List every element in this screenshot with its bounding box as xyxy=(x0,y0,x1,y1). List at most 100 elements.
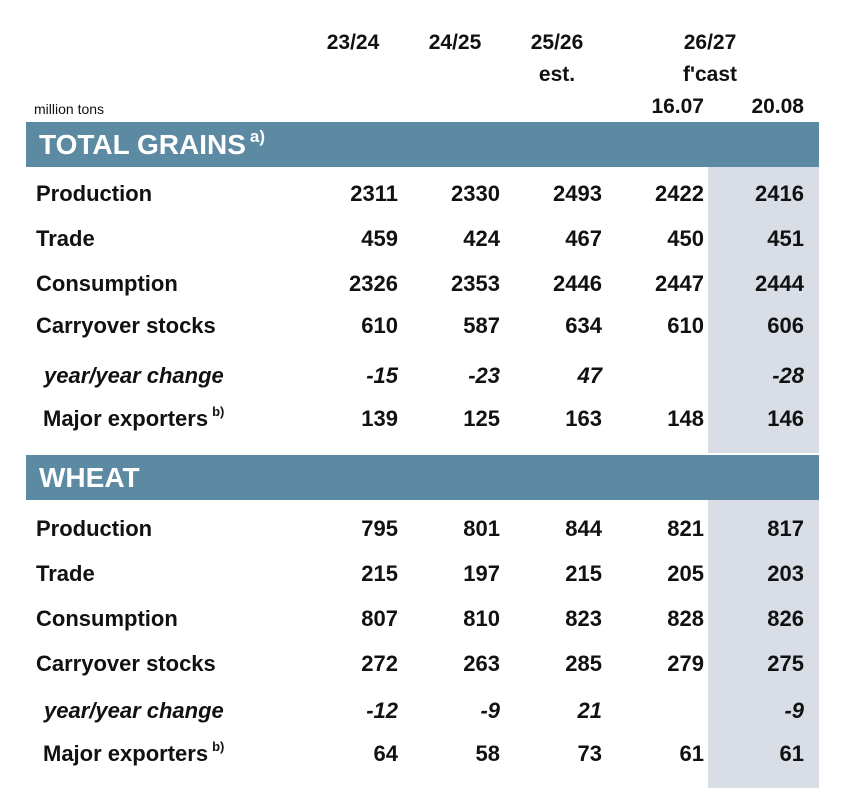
row-label: Consumption xyxy=(36,606,178,631)
table-row: year/year change -12 -9 21 -9 xyxy=(0,698,847,730)
cell: -9 xyxy=(480,698,500,723)
cell: 148 xyxy=(667,406,704,431)
col-header-2008: 20.08 xyxy=(751,95,804,118)
cell: -15 xyxy=(366,363,398,388)
row-label: year/year change xyxy=(44,698,224,723)
cell: 2330 xyxy=(451,181,500,206)
cell: 275 xyxy=(767,651,804,676)
row-label: Major exporters b) xyxy=(43,404,225,432)
section-title: WHEAT xyxy=(39,462,140,493)
row-label: Trade xyxy=(36,561,95,586)
cell: 844 xyxy=(565,516,602,541)
cell: 2493 xyxy=(553,181,602,206)
table-row: Carryover stocks 272 263 285 279 275 xyxy=(0,651,847,683)
col-header-fcast: f'cast xyxy=(682,63,738,86)
highlight-column-grains xyxy=(708,167,819,453)
highlight-column-wheat xyxy=(708,500,819,788)
section-header-total-grains: TOTAL GRAINS a) xyxy=(26,122,819,167)
cell: 610 xyxy=(361,313,398,338)
cell: 424 xyxy=(463,226,500,251)
cell: 801 xyxy=(463,516,500,541)
table-row: Production 2311 2330 2493 2422 2416 xyxy=(0,181,847,213)
cell: 146 xyxy=(767,406,804,431)
cell: 197 xyxy=(463,561,500,586)
cell: 826 xyxy=(767,606,804,631)
cell: 2353 xyxy=(451,271,500,296)
cell: 61 xyxy=(779,741,804,766)
cell: 215 xyxy=(565,561,602,586)
table-row: Carryover stocks 610 587 634 610 606 xyxy=(0,313,847,345)
cell: 58 xyxy=(475,741,500,766)
cell: 73 xyxy=(577,741,602,766)
row-label: Carryover stocks xyxy=(36,651,216,676)
cell: 163 xyxy=(565,406,602,431)
section-header-wheat: WHEAT xyxy=(26,455,819,500)
cell: 2416 xyxy=(755,181,804,206)
cell: 61 xyxy=(679,741,704,766)
row-label-text: Major exporters xyxy=(43,741,209,766)
row-label: Production xyxy=(36,516,153,541)
table-row: Consumption 2326 2353 2446 2447 2444 xyxy=(0,271,847,303)
cell: 2311 xyxy=(350,181,398,206)
cell: 205 xyxy=(667,561,704,586)
cell: -12 xyxy=(366,698,398,723)
cell: 125 xyxy=(463,406,500,431)
table-row: Major exporters b) 139 125 163 148 146 xyxy=(0,404,847,438)
cell: 279 xyxy=(667,651,704,676)
footnote-marker: b) xyxy=(212,404,225,419)
cell: 821 xyxy=(667,516,704,541)
cell: 263 xyxy=(463,651,500,676)
row-label-text: Major exporters xyxy=(43,406,209,431)
cell: 587 xyxy=(463,313,500,338)
cell: 139 xyxy=(361,406,398,431)
col-header-1607: 16.07 xyxy=(651,95,704,118)
cell: 810 xyxy=(463,606,500,631)
col-header-est: est. xyxy=(538,63,576,86)
unit-label: million tons xyxy=(34,101,105,117)
cell: 823 xyxy=(565,606,602,631)
cell: 272 xyxy=(361,651,398,676)
cell: -23 xyxy=(468,363,500,388)
row-label: Trade xyxy=(36,226,95,251)
cell: 807 xyxy=(361,606,398,631)
section-title: TOTAL GRAINS xyxy=(39,129,246,160)
row-label: Consumption xyxy=(36,271,178,296)
row-label: Production xyxy=(36,181,153,206)
cell: -28 xyxy=(772,363,804,388)
table-row: year/year change -15 -23 47 -28 xyxy=(0,363,847,395)
table-row: Production 795 801 844 821 817 xyxy=(0,516,847,548)
cell: 2422 xyxy=(655,181,704,206)
cell: 450 xyxy=(667,226,704,251)
col-header-2425: 24/25 xyxy=(428,31,482,54)
row-label: year/year change xyxy=(44,363,224,388)
cell: 459 xyxy=(361,226,398,251)
cell: -9 xyxy=(784,698,804,723)
cell: 828 xyxy=(667,606,704,631)
footnote-marker: b) xyxy=(212,739,225,754)
cell: 795 xyxy=(361,516,398,541)
col-header-2627: 26/27 xyxy=(683,31,737,54)
cell: 203 xyxy=(767,561,804,586)
col-header-2324: 23/24 xyxy=(326,31,380,54)
cell: 467 xyxy=(565,226,602,251)
cell: 285 xyxy=(565,651,602,676)
cell: 21 xyxy=(577,698,602,723)
cell: 215 xyxy=(361,561,398,586)
row-label: Carryover stocks xyxy=(36,313,216,338)
table-row: Trade 215 197 215 205 203 xyxy=(0,561,847,593)
cell: 817 xyxy=(767,516,804,541)
cell: 634 xyxy=(565,313,602,338)
col-header-2526: 25/26 xyxy=(530,31,584,54)
cell: 610 xyxy=(667,313,704,338)
cell: 47 xyxy=(577,363,602,388)
cell: 451 xyxy=(767,226,804,251)
cell: 606 xyxy=(767,313,804,338)
row-label: Major exporters b) xyxy=(43,739,225,767)
cell: 2447 xyxy=(655,271,704,296)
cell: 64 xyxy=(373,741,398,766)
cell: 2446 xyxy=(553,271,602,296)
cell: 2444 xyxy=(755,271,804,296)
footnote-marker: a) xyxy=(249,127,266,146)
table-row: Trade 459 424 467 450 451 xyxy=(0,226,847,258)
